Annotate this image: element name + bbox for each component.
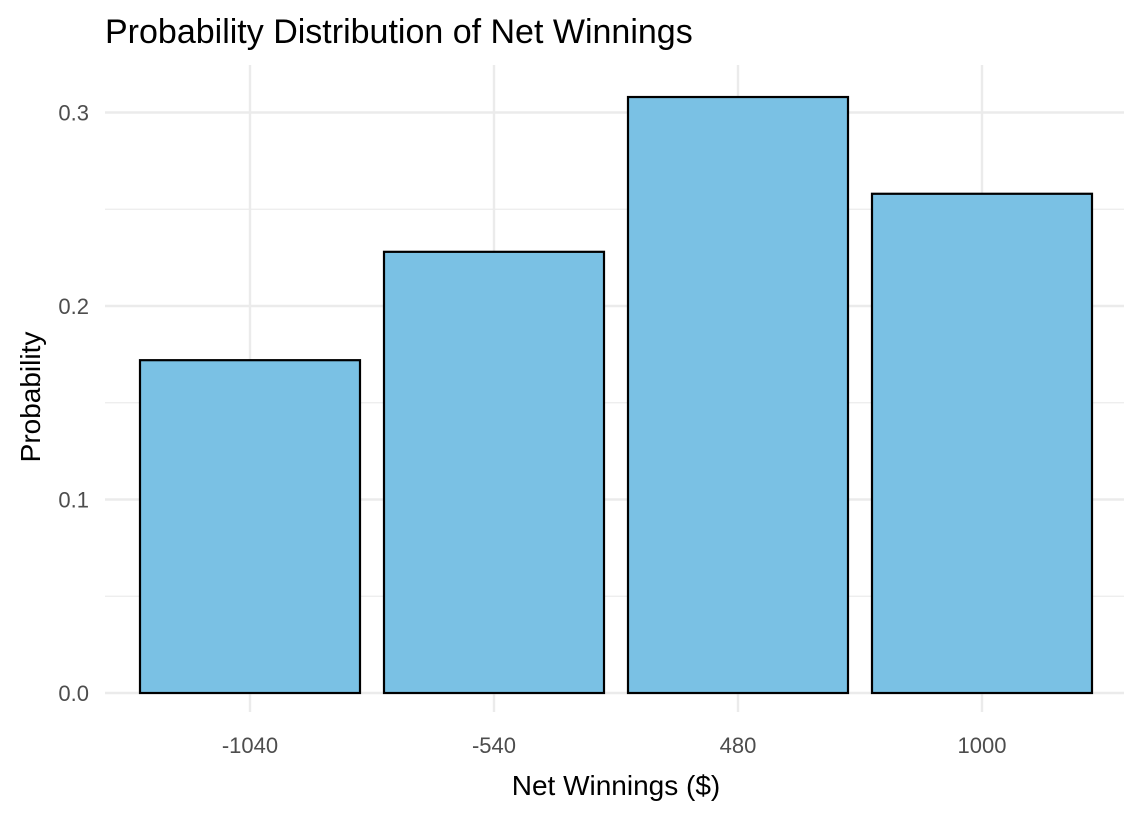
bars — [138, 95, 1094, 695]
x-tick-label: -1040 — [222, 733, 278, 758]
bar-1000 — [870, 192, 1094, 695]
bar--540 — [382, 250, 606, 695]
bar-480 — [626, 95, 850, 695]
y-tick-label: 0.3 — [58, 101, 89, 126]
x-tick-label: 480 — [720, 733, 757, 758]
y-tick-label: 0.0 — [58, 681, 89, 706]
chart-title: Probability Distribution of Net Winnings — [105, 13, 693, 51]
y-axis-ticks: 0.0 0.1 0.2 0.3 — [58, 101, 89, 707]
y-tick-label: 0.2 — [58, 294, 89, 319]
bar--1040 — [138, 359, 362, 695]
y-axis-title: Probability — [15, 332, 46, 463]
x-tick-label: 1000 — [958, 733, 1007, 758]
y-tick-label: 0.1 — [58, 488, 89, 513]
x-tick-label: -540 — [472, 733, 516, 758]
x-axis-ticks: -1040 -540 480 1000 — [222, 733, 1007, 758]
x-axis-title: Net Winnings ($) — [512, 770, 721, 801]
